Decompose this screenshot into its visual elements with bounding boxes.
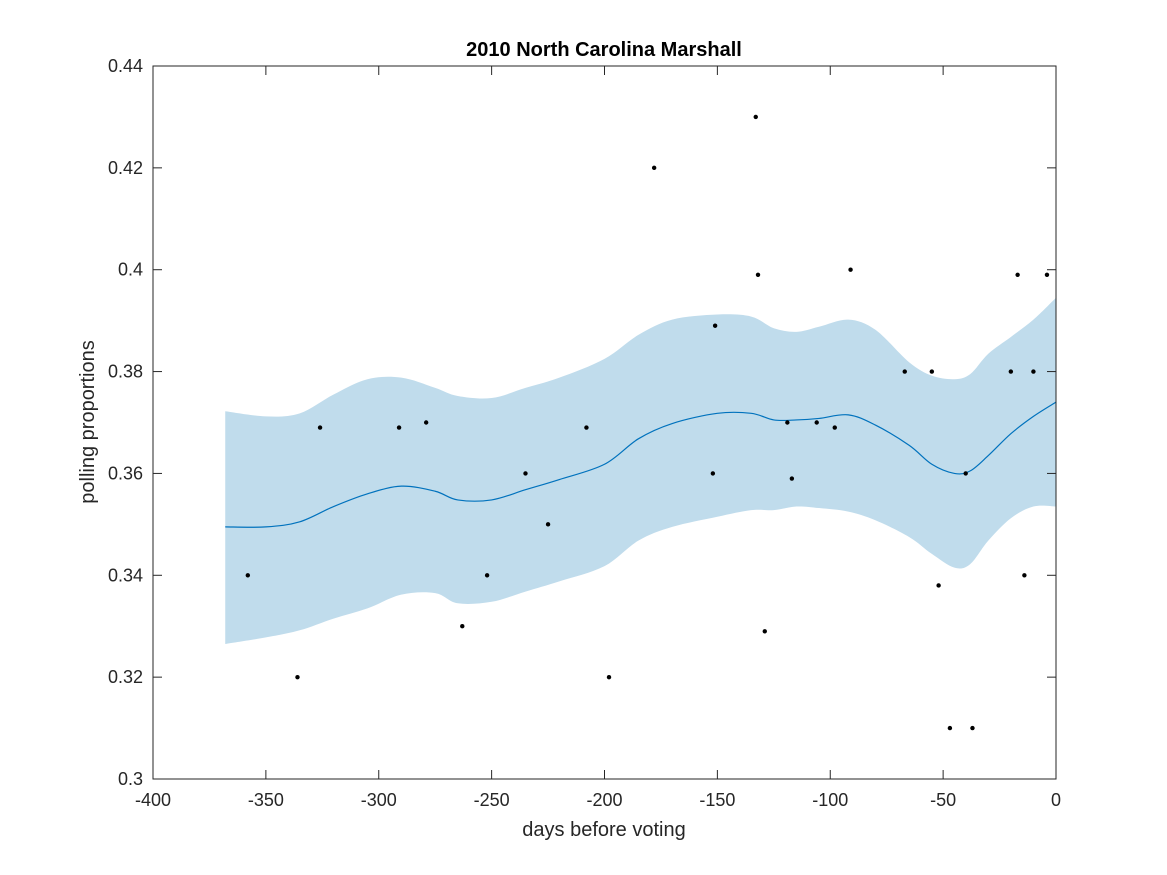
x-axis-label: days before voting: [522, 819, 685, 841]
poll-point: [1022, 573, 1027, 578]
poll-point: [295, 674, 300, 680]
y-axis-label: polling proportions: [77, 340, 99, 503]
poll-point: [423, 420, 429, 425]
x-tick-label: -200: [586, 790, 622, 810]
x-tick-label: -300: [361, 790, 397, 810]
x-tick-label: -100: [812, 790, 848, 810]
poll-point: [484, 573, 490, 578]
y-tick-label: 0.38: [108, 362, 143, 382]
poll-point: [970, 725, 975, 731]
confidence-band: [225, 297, 1057, 645]
poll-point: [712, 323, 718, 328]
poll-point: [545, 522, 551, 527]
chart-title: 2010 North Carolina Marshall: [466, 39, 742, 61]
poll-point: [606, 674, 612, 680]
poll-point: [1015, 272, 1020, 278]
poll-point: [710, 471, 716, 476]
y-tick-label: 0.44: [108, 56, 143, 76]
trend-line-layer: [225, 401, 1057, 528]
x-tick-label: 0: [1051, 790, 1061, 810]
poll-point: [848, 267, 853, 272]
poll-point: [936, 583, 941, 588]
poll-point: [902, 369, 907, 374]
poll-point: [789, 476, 795, 481]
poll-point: [1008, 369, 1014, 374]
poll-points-layer: [245, 114, 1050, 731]
poll-point: [245, 573, 251, 578]
poll-point: [963, 471, 968, 476]
x-tick-label: -50: [930, 790, 956, 810]
tick-labels: -400 -350 -300 -250 -200 -150 -100 -50 0 0.3 0.32 0…: [108, 56, 1061, 810]
poll-point: [1031, 369, 1036, 374]
poll-point: [584, 425, 589, 430]
poll-point: [814, 420, 819, 425]
poll-point: [753, 114, 758, 120]
x-tick-label: -250: [474, 790, 510, 810]
poll-point: [460, 624, 465, 629]
poll-point: [396, 425, 402, 430]
poll-point: [755, 272, 761, 278]
y-tick-label: 0.36: [108, 463, 143, 483]
poll-point: [832, 425, 837, 430]
y-tick-label: 0.3: [118, 769, 143, 789]
y-tick-label: 0.34: [108, 565, 143, 585]
confidence-band-layer: [225, 297, 1057, 645]
x-tick-label: -150: [699, 790, 735, 810]
trend-line: [225, 401, 1057, 528]
poll-point: [929, 369, 935, 374]
y-tick-label: 0.4: [118, 260, 143, 280]
poll-point: [523, 471, 528, 476]
x-tick-label: -400: [135, 790, 171, 810]
y-tick-label: 0.42: [108, 158, 143, 178]
poll-point: [1044, 272, 1050, 278]
poll-point: [651, 165, 657, 171]
poll-point: [762, 629, 767, 634]
axes: [152, 65, 1057, 780]
poll-point: [317, 425, 323, 430]
x-tick-label: -350: [248, 790, 284, 810]
poll-point: [947, 725, 953, 731]
y-tick-label: 0.32: [108, 667, 143, 687]
poll-point: [785, 420, 790, 425]
